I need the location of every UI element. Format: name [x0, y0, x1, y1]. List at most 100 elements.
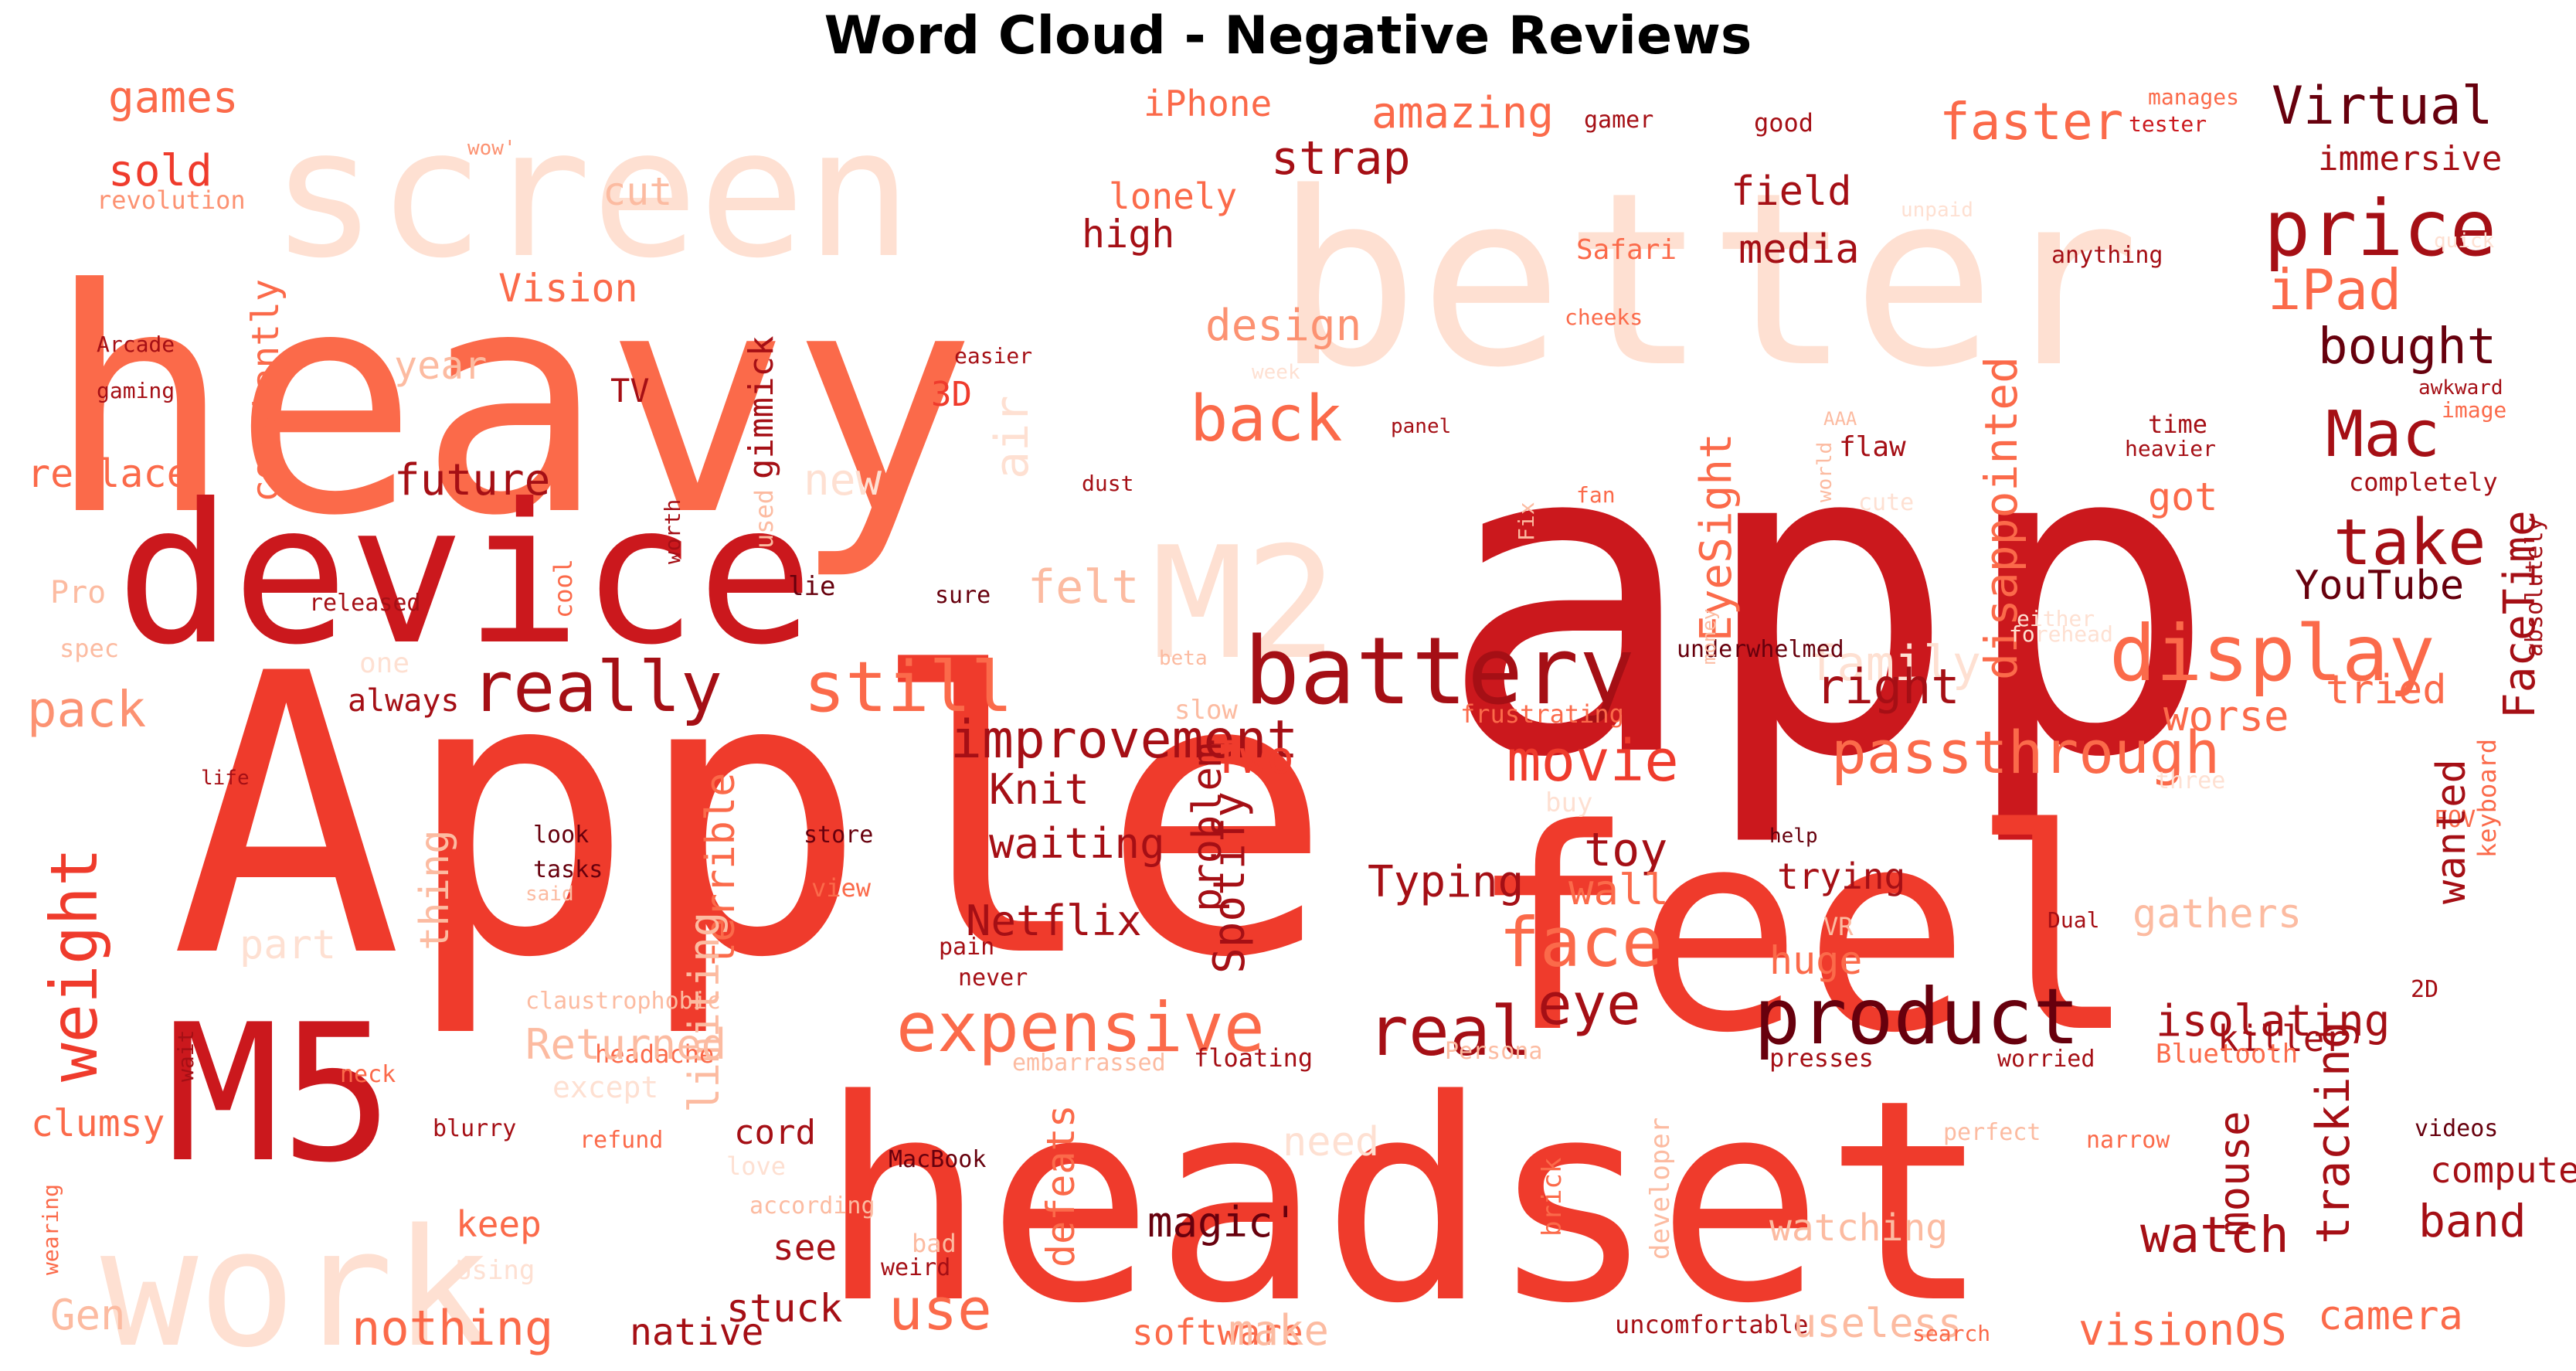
cloud-word: felt — [1028, 560, 1140, 614]
cloud-word: better — [1275, 141, 2140, 420]
cloud-word: tried — [2326, 667, 2447, 713]
cloud-word: Arcade — [97, 332, 175, 357]
cloud-word: product — [1754, 971, 2079, 1062]
cloud-word: Apple — [170, 592, 1333, 1042]
cloud-word: wow' — [467, 137, 516, 160]
cloud-word: frustrating — [1460, 699, 1624, 729]
cloud-word: 3D — [931, 375, 972, 414]
cloud-word: bought — [2318, 318, 2496, 376]
cloud-word: pain — [939, 934, 994, 961]
cloud-word: Dual — [2048, 907, 2099, 933]
cloud-word: help — [1769, 825, 1818, 848]
cloud-word: waiting — [989, 819, 1165, 868]
cloud-word: image — [2442, 397, 2506, 423]
cloud-word: tasks — [533, 856, 603, 883]
cloud-word: huge — [1769, 938, 1862, 983]
cloud-word: used — [749, 489, 779, 549]
cloud-word: money — [1698, 609, 1720, 665]
cloud-word: keyboard — [2472, 739, 2502, 858]
cloud-word: YouTube — [2295, 563, 2464, 609]
cloud-word: cheeks — [1565, 304, 1643, 330]
cloud-word: FaceTime — [2495, 510, 2545, 719]
cloud-word: headset — [819, 1040, 1991, 1364]
cloud-word: weight — [36, 848, 112, 1082]
cloud-word: good — [1754, 108, 1813, 138]
cloud-word: Bluetooth — [2156, 1039, 2298, 1070]
cloud-word: week — [1252, 361, 1300, 384]
cloud-word: according — [749, 1192, 875, 1220]
cloud-word: unpaid — [1901, 199, 1973, 222]
cloud-word: sure — [935, 582, 991, 609]
cloud-word: gathers — [2133, 891, 2302, 937]
cloud-word: nothing — [352, 1300, 553, 1356]
cloud-word: stuck — [726, 1286, 843, 1331]
cloud-word: take — [2333, 506, 2486, 580]
cloud-word: developer — [1645, 1118, 1676, 1260]
cloud-word: movie — [1507, 728, 1679, 794]
cloud-word: time — [2148, 410, 2207, 439]
cloud-word: presses — [1769, 1043, 1874, 1073]
cloud-word: slow — [1174, 695, 1238, 726]
cloud-word: released — [309, 590, 421, 617]
cloud-word: revolution — [97, 185, 246, 215]
cloud-word: iPad — [2268, 257, 2401, 322]
cloud-word: band — [2418, 1195, 2527, 1247]
cloud-word: eye — [1538, 971, 1641, 1038]
cloud-word: iPhone — [1144, 83, 1272, 124]
cloud-word: search — [1912, 1321, 1990, 1346]
cloud-word: wanted — [2428, 759, 2475, 904]
cloud-word: right — [1816, 658, 1960, 715]
cloud-word: family — [1808, 635, 1981, 692]
cloud-word: claustrophobic — [525, 988, 721, 1015]
cloud-word: strap — [1271, 131, 1411, 185]
cloud-word: weird — [881, 1254, 950, 1281]
cloud-word: neck — [340, 1061, 396, 1088]
cloud-word: terrible — [698, 773, 744, 966]
cloud-word: videos — [2415, 1115, 2498, 1142]
cloud-word: flaw — [1839, 431, 1906, 463]
cloud-word: field — [1731, 168, 1852, 215]
cloud-word: Two — [1213, 731, 1294, 784]
cloud-word: Safari — [1576, 234, 1677, 266]
cloud-word: Netflix — [966, 896, 1142, 945]
cloud-word: use — [889, 1277, 992, 1343]
cloud-word: wall — [1568, 866, 1669, 914]
cloud-word: got — [2148, 475, 2217, 519]
cloud-word: killer — [2217, 1018, 2346, 1060]
cloud-word: life — [201, 767, 250, 790]
cloud-word: mouse — [2210, 1111, 2258, 1237]
cloud-word: design — [1205, 301, 1361, 351]
cloud-word: sold — [108, 146, 212, 196]
cloud-word: native — [630, 1311, 763, 1354]
cloud-word: anything — [2051, 242, 2163, 269]
cloud-word: gaming — [97, 378, 175, 403]
cloud-word: faster — [1939, 92, 2123, 151]
cloud-word: heavier — [2125, 436, 2216, 461]
cloud-word: work — [100, 1194, 491, 1371]
cloud-word: look — [533, 822, 589, 849]
cloud-word: visionOS — [2078, 1305, 2287, 1356]
cloud-word: useless — [1793, 1301, 1962, 1347]
cloud-word: price — [2264, 183, 2496, 274]
cloud-word: new — [804, 455, 882, 505]
cloud-word: Using — [456, 1255, 535, 1286]
cloud-word: tracking — [2306, 1021, 2360, 1244]
cloud-word: bad — [912, 1229, 957, 1258]
cloud-word: see — [773, 1226, 837, 1268]
cloud-word: heavy — [46, 224, 977, 583]
cloud-word: wait — [173, 1030, 199, 1082]
cloud-word: Knit — [989, 765, 1089, 814]
cloud-word: disappointed — [1975, 356, 2027, 680]
cloud-word: easier — [954, 343, 1032, 369]
cloud-word: year — [394, 343, 487, 388]
cloud-word: EyeSight — [1691, 433, 1742, 641]
cloud-word: gimmick — [742, 336, 781, 479]
cloud-word: isolating — [2156, 996, 2390, 1046]
cloud-word: worried — [1997, 1046, 2095, 1073]
cloud-word: TV — [610, 372, 650, 410]
cloud-word: future — [394, 455, 550, 505]
cloud-word: software — [1132, 1311, 1303, 1353]
cloud-word: cut — [603, 169, 672, 214]
cloud-word: passthrough — [1831, 718, 2220, 787]
